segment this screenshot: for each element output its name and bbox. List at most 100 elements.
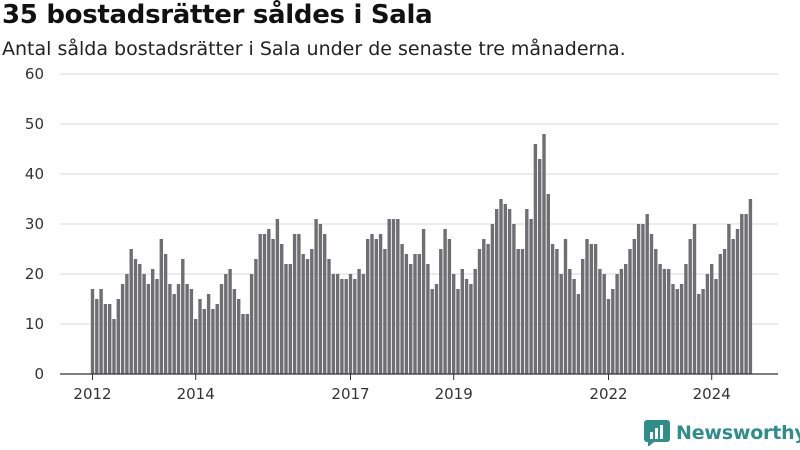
page-title: 35 bostadsrätter såldes i Sala <box>2 0 433 30</box>
bar <box>692 224 697 374</box>
x-tick-label: 2019 <box>435 385 473 403</box>
bar <box>525 209 529 374</box>
bar <box>722 249 727 374</box>
bar <box>90 289 95 374</box>
bar <box>555 249 559 374</box>
highlight-value-label: 35 <box>749 0 769 4</box>
bar <box>314 219 318 374</box>
bar <box>559 274 563 374</box>
bar <box>146 284 151 374</box>
y-tick-label: 0 <box>34 365 44 383</box>
bar <box>335 274 340 374</box>
bar <box>224 274 228 374</box>
bar <box>417 254 421 374</box>
bar <box>748 199 753 374</box>
bar <box>159 239 163 374</box>
bar <box>409 264 413 374</box>
bar <box>581 259 585 374</box>
bar <box>241 314 245 374</box>
bar <box>254 259 258 374</box>
bar <box>421 229 426 374</box>
page-subtitle: Antal sålda bostadsrätter i Sala under d… <box>2 38 626 60</box>
bar <box>262 234 267 374</box>
bar <box>671 284 675 374</box>
bar <box>189 289 194 374</box>
bar <box>705 274 710 374</box>
bar <box>361 274 366 374</box>
bar <box>112 319 116 374</box>
bar <box>151 269 155 374</box>
bar <box>649 234 654 374</box>
bar <box>495 209 499 374</box>
bar <box>297 234 301 374</box>
bar <box>585 239 589 374</box>
y-tick-label: 10 <box>25 315 44 333</box>
bar <box>396 219 400 374</box>
bar <box>684 264 688 374</box>
bar <box>168 284 172 374</box>
bar <box>344 279 348 374</box>
bar <box>103 304 108 374</box>
y-axis: 0 10 20 30 40 50 60 <box>25 65 44 383</box>
bar <box>181 259 185 374</box>
bar <box>482 239 486 374</box>
bar <box>538 159 542 374</box>
bar <box>237 299 241 374</box>
y-tick-label: 40 <box>25 165 44 183</box>
bar <box>624 264 628 374</box>
bar <box>516 249 520 374</box>
bar <box>456 289 460 374</box>
bar <box>249 274 254 374</box>
bar <box>301 254 305 374</box>
y-tick-label: 50 <box>25 115 44 133</box>
bar <box>292 234 297 374</box>
bar <box>206 294 211 374</box>
bar <box>267 229 271 374</box>
bar <box>280 244 284 374</box>
bar <box>619 269 624 374</box>
bar <box>628 249 632 374</box>
bar <box>499 199 503 374</box>
bar <box>507 209 512 374</box>
bar <box>434 284 439 374</box>
bar <box>284 264 288 374</box>
bar <box>400 244 404 374</box>
bar <box>176 284 181 374</box>
bar-chart-logo-icon <box>644 420 670 446</box>
bar <box>163 254 168 374</box>
bar <box>675 289 679 374</box>
bar <box>529 219 533 374</box>
bar <box>391 219 396 374</box>
bar <box>383 249 387 374</box>
bar <box>310 249 314 374</box>
y-tick-label: 60 <box>25 65 44 83</box>
bar <box>271 239 275 374</box>
bar <box>477 249 482 374</box>
bar <box>443 229 447 374</box>
bar <box>185 284 189 374</box>
bar <box>710 264 714 374</box>
bar <box>155 279 159 374</box>
bar <box>95 299 99 374</box>
bar <box>232 289 237 374</box>
bar <box>439 249 443 374</box>
bar <box>533 144 538 374</box>
bar <box>611 289 615 374</box>
bar <box>542 134 546 374</box>
bar <box>679 284 684 374</box>
bar <box>353 279 357 374</box>
bar <box>228 269 232 374</box>
bar <box>348 274 353 374</box>
bar <box>413 254 417 374</box>
bar <box>219 284 224 374</box>
bar <box>546 194 550 374</box>
bar <box>215 304 219 374</box>
bar <box>727 224 731 374</box>
bar <box>641 224 645 374</box>
bar <box>731 239 735 374</box>
bar <box>744 214 748 374</box>
bar <box>331 274 335 374</box>
bar <box>460 269 464 374</box>
x-axis: 2012 2014 2017 2019 2022 2024 <box>60 373 778 403</box>
